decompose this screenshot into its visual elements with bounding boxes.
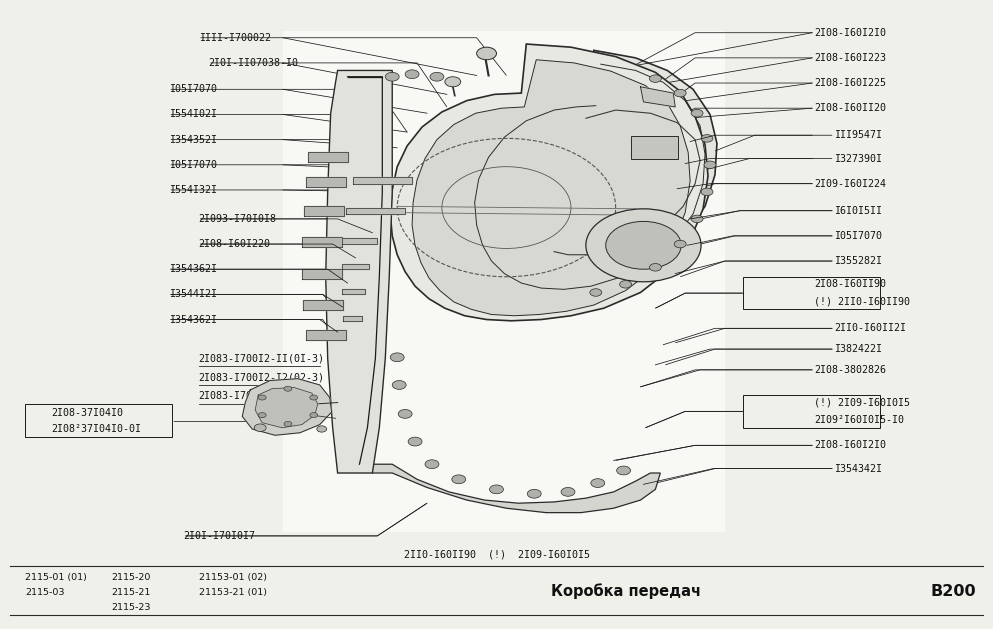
Text: I554I32I: I554I32I — [169, 185, 216, 195]
Circle shape — [310, 413, 318, 418]
Text: IIII-I700022: IIII-I700022 — [199, 33, 271, 43]
Circle shape — [254, 424, 266, 431]
Text: B200: B200 — [930, 584, 976, 599]
Text: I327390I: I327390I — [834, 153, 882, 164]
Text: 2I08-I60I2I0: 2I08-I60I2I0 — [814, 440, 887, 450]
Polygon shape — [640, 87, 675, 107]
Circle shape — [691, 109, 703, 117]
Text: 2I08-I60I220: 2I08-I60I220 — [199, 239, 271, 249]
Circle shape — [649, 264, 661, 271]
Text: 2I0I-II07038-I0: 2I0I-II07038-I0 — [209, 58, 299, 68]
Polygon shape — [459, 50, 717, 286]
Text: 2I09-I60I224: 2I09-I60I224 — [814, 179, 887, 189]
Circle shape — [674, 240, 686, 248]
Text: 2I093-I70I0I8: 2I093-I70I0I8 — [199, 214, 277, 224]
Text: 2115-20: 2115-20 — [111, 573, 151, 582]
Circle shape — [258, 395, 266, 400]
Text: 2I08-37I04I0: 2I08-37I04I0 — [52, 408, 124, 418]
Text: 21153-21 (01): 21153-21 (01) — [199, 588, 266, 597]
Bar — [631, 136, 678, 159]
Circle shape — [284, 386, 292, 391]
Polygon shape — [242, 379, 332, 435]
Circle shape — [477, 47, 496, 60]
Text: III9547I: III9547I — [834, 130, 882, 140]
Circle shape — [390, 353, 404, 362]
Circle shape — [445, 77, 461, 87]
Circle shape — [590, 289, 602, 296]
Text: 2I08-I60I225: 2I08-I60I225 — [814, 78, 887, 88]
Circle shape — [674, 89, 686, 97]
Text: 2115-01 (01): 2115-01 (01) — [25, 573, 86, 582]
Text: 2I08-I60I223: 2I08-I60I223 — [814, 53, 887, 63]
Circle shape — [425, 460, 439, 469]
Text: I3544I2I: I3544I2I — [169, 289, 216, 299]
Circle shape — [452, 475, 466, 484]
Circle shape — [405, 70, 419, 79]
Text: I6I0I5II: I6I0I5II — [834, 206, 882, 216]
Text: Коробка передач: Коробка передач — [550, 583, 701, 599]
Text: 2I08-I60II20: 2I08-I60II20 — [814, 103, 887, 113]
Text: 2115-23: 2115-23 — [111, 603, 151, 612]
Text: I05I7070: I05I7070 — [169, 160, 216, 170]
Text: I355282I: I355282I — [834, 256, 882, 266]
Text: (!) 2II0-I60II90: (!) 2II0-I60II90 — [814, 297, 911, 307]
Circle shape — [591, 479, 605, 487]
Circle shape — [490, 485, 503, 494]
Text: 21153-01 (02): 21153-01 (02) — [199, 573, 266, 582]
Text: 2I08-3802826: 2I08-3802826 — [814, 365, 887, 375]
Text: I354362I: I354362I — [169, 264, 216, 274]
Text: 2I0I-I70I0I7: 2I0I-I70I0I7 — [184, 531, 256, 541]
Circle shape — [620, 281, 632, 288]
Circle shape — [398, 409, 412, 418]
Text: 2I09²I60I0I5-I0: 2I09²I60I0I5-I0 — [814, 415, 905, 425]
Text: I05I7070: I05I7070 — [834, 231, 882, 241]
Text: 2I08-I60II90: 2I08-I60II90 — [814, 279, 887, 289]
Text: I354342I: I354342I — [834, 464, 882, 474]
Circle shape — [310, 395, 318, 400]
Circle shape — [606, 221, 681, 269]
Circle shape — [561, 487, 575, 496]
Text: I382422I: I382422I — [834, 344, 882, 354]
Polygon shape — [255, 387, 318, 428]
Text: 2115-03: 2115-03 — [25, 588, 65, 597]
Text: I05I7070: I05I7070 — [169, 84, 216, 94]
Text: 2II0-I60II90  (!)  2I09-I60I0I5: 2II0-I60II90 (!) 2I09-I60I0I5 — [403, 550, 590, 560]
Text: I354362I: I354362I — [169, 314, 216, 325]
Text: (!) 2I09-I60I0I5: (!) 2I09-I60I0I5 — [814, 398, 911, 408]
Circle shape — [586, 209, 701, 282]
Circle shape — [701, 135, 713, 142]
Circle shape — [704, 161, 716, 169]
Text: 2I083-I700I2-I2(02-3): 2I083-I700I2-I2(02-3) — [199, 372, 325, 382]
Polygon shape — [372, 464, 660, 513]
Polygon shape — [326, 70, 392, 473]
Text: 2I08-I60I2I0: 2I08-I60I2I0 — [814, 28, 887, 38]
Bar — [743, 277, 880, 309]
Circle shape — [317, 426, 327, 432]
Text: 2I08²37I04I0-0I: 2I08²37I04I0-0I — [52, 424, 142, 434]
Text: 2II0-I60II2I: 2II0-I60II2I — [834, 323, 907, 333]
Bar — [743, 395, 880, 428]
Circle shape — [430, 72, 444, 81]
Text: I354352I: I354352I — [169, 135, 216, 145]
Text: I554I02I: I554I02I — [169, 109, 216, 120]
Text: 2I083-I700I2-II(0I-3): 2I083-I700I2-II(0I-3) — [199, 353, 325, 364]
Circle shape — [617, 466, 631, 475]
Circle shape — [649, 75, 661, 82]
Circle shape — [527, 489, 541, 498]
Circle shape — [284, 421, 292, 426]
Circle shape — [408, 437, 422, 446]
Polygon shape — [412, 60, 690, 316]
Bar — [25, 404, 172, 437]
Text: 2115-21: 2115-21 — [111, 588, 151, 597]
Circle shape — [258, 413, 266, 418]
Circle shape — [392, 381, 406, 389]
Polygon shape — [283, 31, 725, 532]
Circle shape — [385, 72, 399, 81]
Circle shape — [701, 188, 713, 196]
Circle shape — [691, 215, 703, 223]
Text: 2I083-I700I2-I3: 2I083-I700I2-I3 — [199, 391, 289, 401]
Polygon shape — [390, 44, 708, 321]
